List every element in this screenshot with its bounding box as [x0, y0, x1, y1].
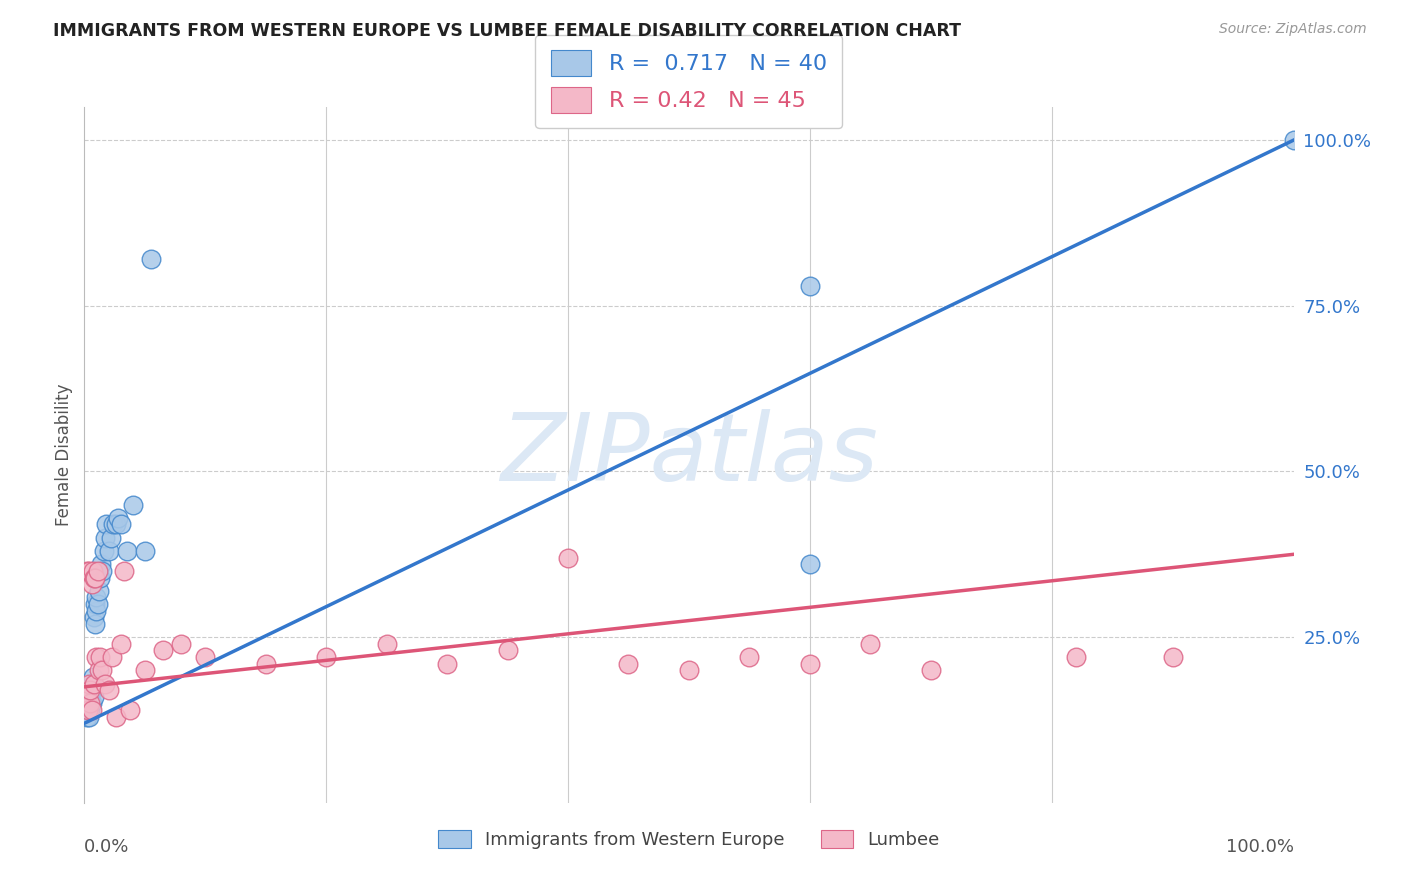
Point [115, 544, 138, 558]
Point [83, 570, 105, 584]
Point [104, 517, 127, 532]
Point [77, 564, 100, 578]
Point [86, 591, 108, 605]
Point [94, 517, 117, 532]
Y-axis label: Female Disability: Female Disability [55, 384, 73, 526]
Point [77, 683, 100, 698]
Point [103, 517, 125, 532]
Point [83, 690, 105, 704]
Point [84, 616, 107, 631]
Point [170, 637, 193, 651]
Point [83, 610, 105, 624]
Point [101, 650, 124, 665]
Point [79, 690, 101, 704]
Point [76, 697, 98, 711]
Point [80, 577, 103, 591]
Point [83, 676, 105, 690]
Point [859, 637, 882, 651]
Point [79, 683, 101, 698]
Point [1161, 650, 1184, 665]
Text: 100.0%: 100.0% [1226, 838, 1294, 855]
Point [375, 637, 398, 651]
Point [76, 709, 98, 723]
Point [107, 511, 129, 525]
Point [799, 558, 821, 572]
Text: Source: ZipAtlas.com: Source: ZipAtlas.com [1219, 22, 1367, 37]
Point [77, 709, 100, 723]
Point [94, 531, 117, 545]
Point [93, 544, 115, 558]
Point [86, 564, 108, 578]
Point [86, 650, 108, 665]
Point [134, 544, 156, 558]
Point [104, 709, 127, 723]
Point [738, 650, 761, 665]
Point [90, 558, 112, 572]
Text: ZIPatlas: ZIPatlas [501, 409, 877, 500]
Point [80, 697, 103, 711]
Point [112, 564, 135, 578]
Point [80, 703, 103, 717]
Point [84, 597, 107, 611]
Point [76, 564, 98, 578]
Text: IMMIGRANTS FROM WESTERN EUROPE VS LUMBEE FEMALE DISABILITY CORRELATION CHART: IMMIGRANTS FROM WESTERN EUROPE VS LUMBEE… [53, 22, 962, 40]
Point [89, 570, 111, 584]
Text: 0.0%: 0.0% [84, 838, 129, 855]
Point [799, 279, 821, 293]
Point [194, 650, 217, 665]
Point [121, 498, 143, 512]
Point [496, 643, 519, 657]
Point [91, 564, 114, 578]
Point [77, 697, 100, 711]
Point [82, 564, 104, 578]
Point [76, 690, 98, 704]
Point [80, 683, 103, 698]
Point [617, 657, 640, 671]
Point [84, 570, 107, 584]
Point [77, 703, 100, 717]
Point [94, 676, 117, 690]
Point [254, 657, 277, 671]
Point [91, 663, 114, 677]
Point [678, 663, 700, 677]
Point [86, 604, 108, 618]
Point [1282, 133, 1305, 147]
Point [82, 670, 104, 684]
Point [79, 703, 101, 717]
Point [77, 676, 100, 690]
Point [436, 657, 458, 671]
Point [799, 657, 821, 671]
Point [1064, 650, 1087, 665]
Point [75, 703, 97, 717]
Point [315, 650, 337, 665]
Point [75, 690, 97, 704]
Point [139, 252, 162, 267]
Point [77, 683, 100, 698]
Point [152, 643, 174, 657]
Point [82, 676, 104, 690]
Point [87, 663, 110, 677]
Point [86, 597, 108, 611]
Point [100, 531, 122, 545]
Point [89, 650, 111, 665]
Point [87, 583, 110, 598]
Point [134, 663, 156, 677]
Legend: Immigrants from Western Europe, Lumbee: Immigrants from Western Europe, Lumbee [430, 822, 948, 856]
Point [97, 544, 120, 558]
Point [120, 703, 142, 717]
Point [97, 683, 120, 698]
Point [557, 550, 579, 565]
Point [110, 637, 132, 651]
Point [110, 517, 132, 532]
Point [79, 697, 101, 711]
Point [77, 703, 100, 717]
Point [920, 663, 942, 677]
